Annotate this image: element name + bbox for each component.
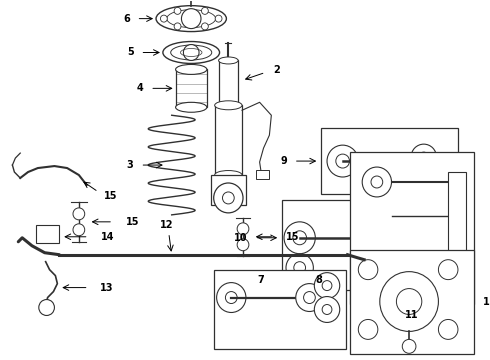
Circle shape: [396, 289, 422, 315]
Ellipse shape: [167, 10, 216, 28]
Circle shape: [402, 339, 416, 353]
Text: 15: 15: [104, 191, 118, 201]
Circle shape: [160, 15, 167, 22]
Circle shape: [296, 284, 323, 311]
Bar: [256, 170, 270, 179]
Text: 11: 11: [405, 310, 419, 320]
Bar: [214, 270, 345, 349]
Circle shape: [387, 245, 396, 255]
Bar: [282, 200, 424, 289]
Circle shape: [371, 176, 383, 188]
Circle shape: [293, 231, 307, 245]
Circle shape: [39, 300, 54, 315]
Circle shape: [358, 260, 378, 280]
Circle shape: [225, 292, 237, 303]
Text: 8: 8: [316, 275, 322, 285]
Circle shape: [73, 208, 85, 220]
Text: 5: 5: [127, 48, 134, 58]
Ellipse shape: [215, 101, 242, 110]
Bar: [36, 225, 59, 243]
Circle shape: [322, 280, 332, 291]
Circle shape: [439, 260, 458, 280]
Circle shape: [314, 297, 340, 323]
Circle shape: [322, 305, 332, 315]
Circle shape: [284, 222, 315, 254]
Circle shape: [286, 254, 313, 282]
Bar: [219, 60, 238, 105]
Bar: [211, 175, 246, 205]
Circle shape: [201, 23, 208, 30]
Ellipse shape: [219, 57, 238, 64]
Circle shape: [327, 145, 358, 177]
Circle shape: [174, 23, 181, 30]
Ellipse shape: [175, 64, 207, 75]
Circle shape: [201, 7, 208, 14]
Text: 15: 15: [286, 232, 299, 242]
Text: 4: 4: [137, 84, 144, 93]
Text: 14: 14: [101, 232, 115, 242]
Text: 2: 2: [273, 66, 280, 76]
Ellipse shape: [175, 102, 207, 112]
Circle shape: [336, 154, 349, 168]
Text: 7: 7: [257, 275, 264, 285]
Circle shape: [419, 152, 429, 162]
Bar: [350, 250, 474, 354]
Bar: [350, 152, 474, 303]
Circle shape: [294, 262, 306, 274]
Ellipse shape: [219, 102, 238, 109]
Circle shape: [174, 7, 181, 14]
Ellipse shape: [163, 41, 220, 63]
Circle shape: [73, 224, 85, 236]
Bar: [215, 105, 242, 175]
Text: 9: 9: [280, 156, 287, 166]
Text: 12: 12: [160, 220, 173, 230]
Circle shape: [380, 272, 439, 332]
Circle shape: [214, 183, 243, 213]
Circle shape: [379, 215, 404, 241]
Circle shape: [411, 144, 437, 170]
Circle shape: [358, 319, 378, 339]
Circle shape: [419, 260, 442, 284]
Text: 1: 1: [483, 297, 490, 306]
Circle shape: [314, 273, 340, 298]
Circle shape: [442, 154, 454, 166]
Circle shape: [380, 238, 403, 262]
Circle shape: [426, 267, 436, 276]
Circle shape: [304, 292, 315, 303]
Bar: [321, 128, 458, 194]
Ellipse shape: [156, 6, 226, 32]
Circle shape: [362, 167, 392, 197]
Circle shape: [387, 223, 396, 233]
Circle shape: [237, 239, 249, 251]
Ellipse shape: [215, 171, 242, 180]
Text: 10: 10: [234, 233, 248, 243]
Bar: [448, 172, 466, 272]
Circle shape: [439, 319, 458, 339]
Circle shape: [217, 283, 246, 312]
Bar: [175, 69, 207, 107]
Circle shape: [215, 15, 222, 22]
Circle shape: [181, 9, 201, 28]
Ellipse shape: [171, 45, 212, 60]
Circle shape: [183, 45, 199, 60]
Circle shape: [222, 192, 234, 204]
Text: 15: 15: [126, 217, 139, 227]
Text: 3: 3: [127, 160, 134, 170]
Text: 6: 6: [123, 14, 130, 24]
Circle shape: [237, 223, 249, 235]
Text: 13: 13: [100, 283, 114, 293]
